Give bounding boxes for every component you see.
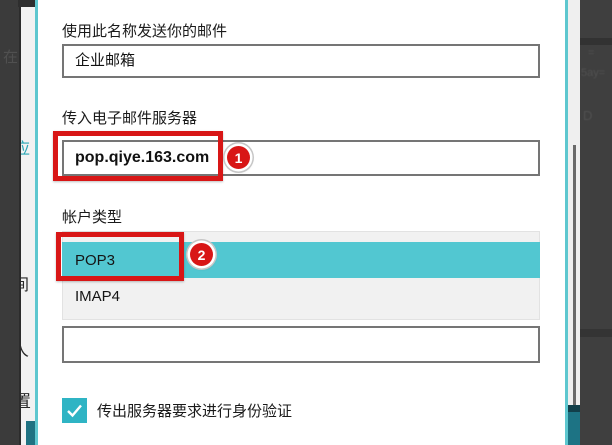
outgoing-auth-label: 传出服务器要求进行身份验证	[97, 403, 293, 420]
dialog-border-left	[35, 0, 38, 445]
account-type-option-imap4[interactable]: IMAP4	[75, 287, 121, 305]
account-type-option-pop3[interactable]: POP3	[62, 242, 540, 278]
background-right-dark-panel: = 5ay= D	[580, 0, 612, 445]
display-name-label: 使用此名称发送你的邮件	[62, 23, 228, 40]
display-name-input[interactable]: 企业邮箱	[62, 44, 540, 78]
background-clipped-glyph-teal: 应	[21, 141, 31, 158]
background-teal-patch-right	[568, 412, 580, 445]
incoming-server-input[interactable]: pop.qiye.163.com	[62, 140, 540, 176]
background-dark-band	[580, 38, 612, 45]
background-artifact: =	[588, 47, 595, 59]
background-clipped-glyph: 置	[21, 392, 31, 411]
background-faint-text: 在	[3, 49, 19, 66]
checkmark-icon	[64, 400, 85, 421]
background-artifact: 5ay=	[581, 67, 606, 79]
empty-text-input[interactable]	[62, 326, 540, 363]
background-teal-patch-right-edge	[568, 405, 580, 412]
outgoing-auth-checkbox[interactable]	[62, 398, 87, 423]
dialog-border-right	[565, 0, 568, 445]
background-clipped-glyph: 间	[21, 277, 30, 294]
background-dark-band	[580, 329, 612, 337]
background-left-dark-panel: 在	[0, 0, 19, 445]
background-scrollbar-thumb-top	[18, 0, 35, 7]
annotation-badge-2: 2	[190, 243, 213, 266]
background-artifact: D	[583, 108, 593, 123]
background-left-content-strip: 应 间 人 置	[21, 0, 35, 445]
annotation-badge-1: 1	[227, 146, 250, 169]
background-clipped-glyph: 人	[21, 336, 29, 362]
dialog-scrollbar[interactable]	[573, 145, 576, 417]
incoming-server-label: 传入电子邮件服务器	[62, 110, 198, 127]
account-type-label: 帐户类型	[62, 209, 123, 226]
background-left-separator	[19, 0, 21, 445]
